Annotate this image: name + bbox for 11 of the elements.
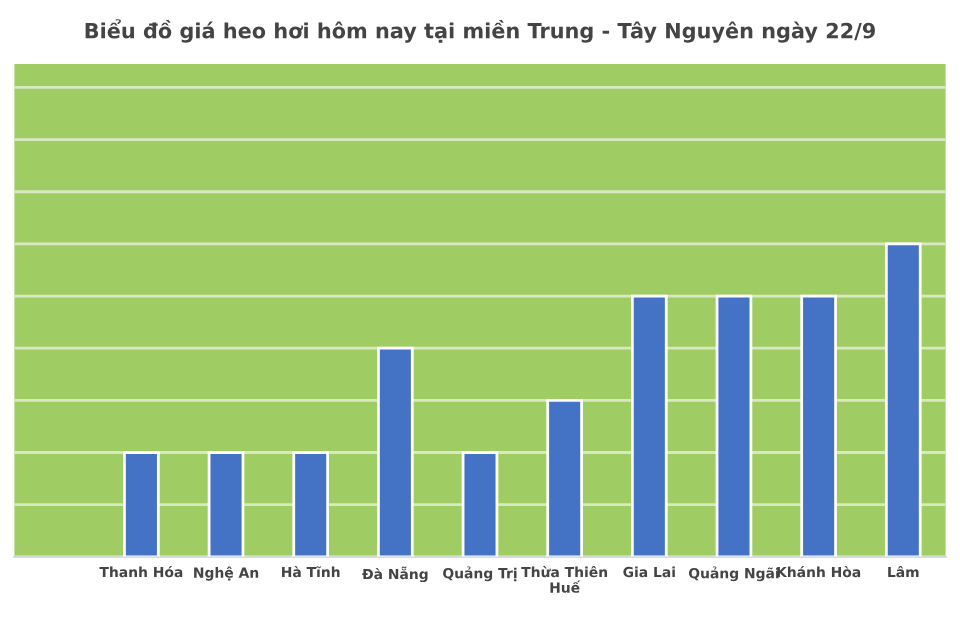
bar — [884, 242, 922, 557]
bar — [800, 294, 837, 557]
bar — [377, 346, 414, 557]
bar — [461, 451, 499, 557]
bar — [546, 398, 583, 557]
bar — [292, 451, 330, 557]
bar — [630, 294, 668, 557]
bar — [207, 451, 245, 557]
bar — [715, 294, 753, 557]
bar — [123, 451, 160, 557]
chart-title: Biểu đồ giá heo hơi hôm nay tại miền Trung - Tây Nguyên ngày 22/9 — [85, 19, 875, 43]
